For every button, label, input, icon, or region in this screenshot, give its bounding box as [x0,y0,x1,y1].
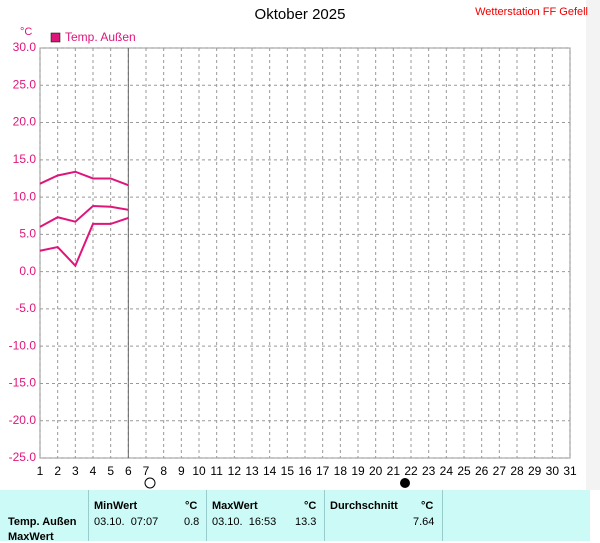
y-tick-label: 15.0 [13,152,37,166]
x-tick-label: 6 [125,464,132,478]
x-tick-label: 12 [228,464,242,478]
y-tick-label: -10.0 [9,338,37,352]
cell: 0.8 [184,516,200,528]
x-tick-label: 3 [72,464,79,478]
header: MaxWert [212,500,258,512]
row-label: Temp. Außen [8,516,77,528]
x-tick-label: 21 [387,464,401,478]
y-tick-label: 25.0 [13,77,37,91]
y-tick-label: -15.0 [9,376,37,390]
x-tick-label: 25 [457,464,471,478]
x-tick-label: 28 [510,464,524,478]
x-tick-label: 14 [263,464,277,478]
summary-table: MinWert °C MaxWert °C Durchschnitt °C Te… [0,490,590,543]
x-tick-label: 22 [404,464,418,478]
x-tick-label: 5 [107,464,114,478]
series-line [39,170,129,187]
x-tick-label: 15 [281,464,295,478]
moon-icon [400,478,410,488]
cell: 03.10. 16:53 [212,516,277,528]
moon-icon [144,477,156,489]
header: °C [185,500,198,512]
header: °C [421,500,434,512]
y-tick-label: 30.0 [13,40,37,54]
divider [324,490,325,541]
x-tick-label: 13 [245,464,259,478]
x-tick-label: 2 [54,464,61,478]
x-tick-label: 19 [351,464,365,478]
cell: 03.10. 07:07 [94,516,159,528]
x-tick-label: 10 [192,464,206,478]
x-tick-label: 30 [546,464,560,478]
header: °C [304,500,317,512]
header: MinWert [94,500,138,512]
x-tick-label: 17 [316,464,330,478]
series-line [39,205,129,228]
divider [206,490,207,541]
chart: Oktober 2025 Wetterstation FF Gefell °C … [9,0,600,490]
y-tick-label: 20.0 [13,115,37,129]
x-tick-label: 18 [334,464,348,478]
series-line [39,217,129,268]
y-tick-label: -5.0 [15,301,36,315]
divider [88,490,89,541]
y-tick-label: 5.0 [19,227,36,241]
x-tick-label: 11 [210,464,223,478]
x-tick-label: 24 [440,464,454,478]
chart-subtitle: Wetterstation FF Gefell [475,6,588,18]
y-tick-label: -20.0 [9,413,37,427]
side-strip [586,0,600,490]
x-tick-label: 16 [298,464,312,478]
cell: 13.3 [295,516,317,528]
x-tick-label: 23 [422,464,436,478]
legend-label: Temp. Außen [65,30,136,44]
x-tick-label: 26 [475,464,489,478]
x-tick-label: 8 [160,464,167,478]
x-tick-label: 20 [369,464,383,478]
chart-title: Oktober 2025 [255,6,346,23]
x-tick-label: 9 [178,464,185,478]
x-tick-label: 31 [563,464,577,478]
y-axis-label: °C [20,26,32,38]
cell: 7.64 [413,516,435,528]
x-tick-label: 27 [493,464,507,478]
divider [442,490,443,541]
x-tick-label: 4 [90,464,97,478]
header: Durchschnitt [330,500,398,512]
row-label: MaxWert [8,531,54,543]
x-tick-label: 7 [143,464,150,478]
y-tick-label: 0.0 [19,264,36,278]
y-tick-label: -25.0 [9,450,37,464]
x-tick-label: 1 [37,464,44,478]
x-tick-label: 29 [528,464,542,478]
legend-swatch [50,32,61,43]
y-tick-label: 10.0 [13,189,37,203]
